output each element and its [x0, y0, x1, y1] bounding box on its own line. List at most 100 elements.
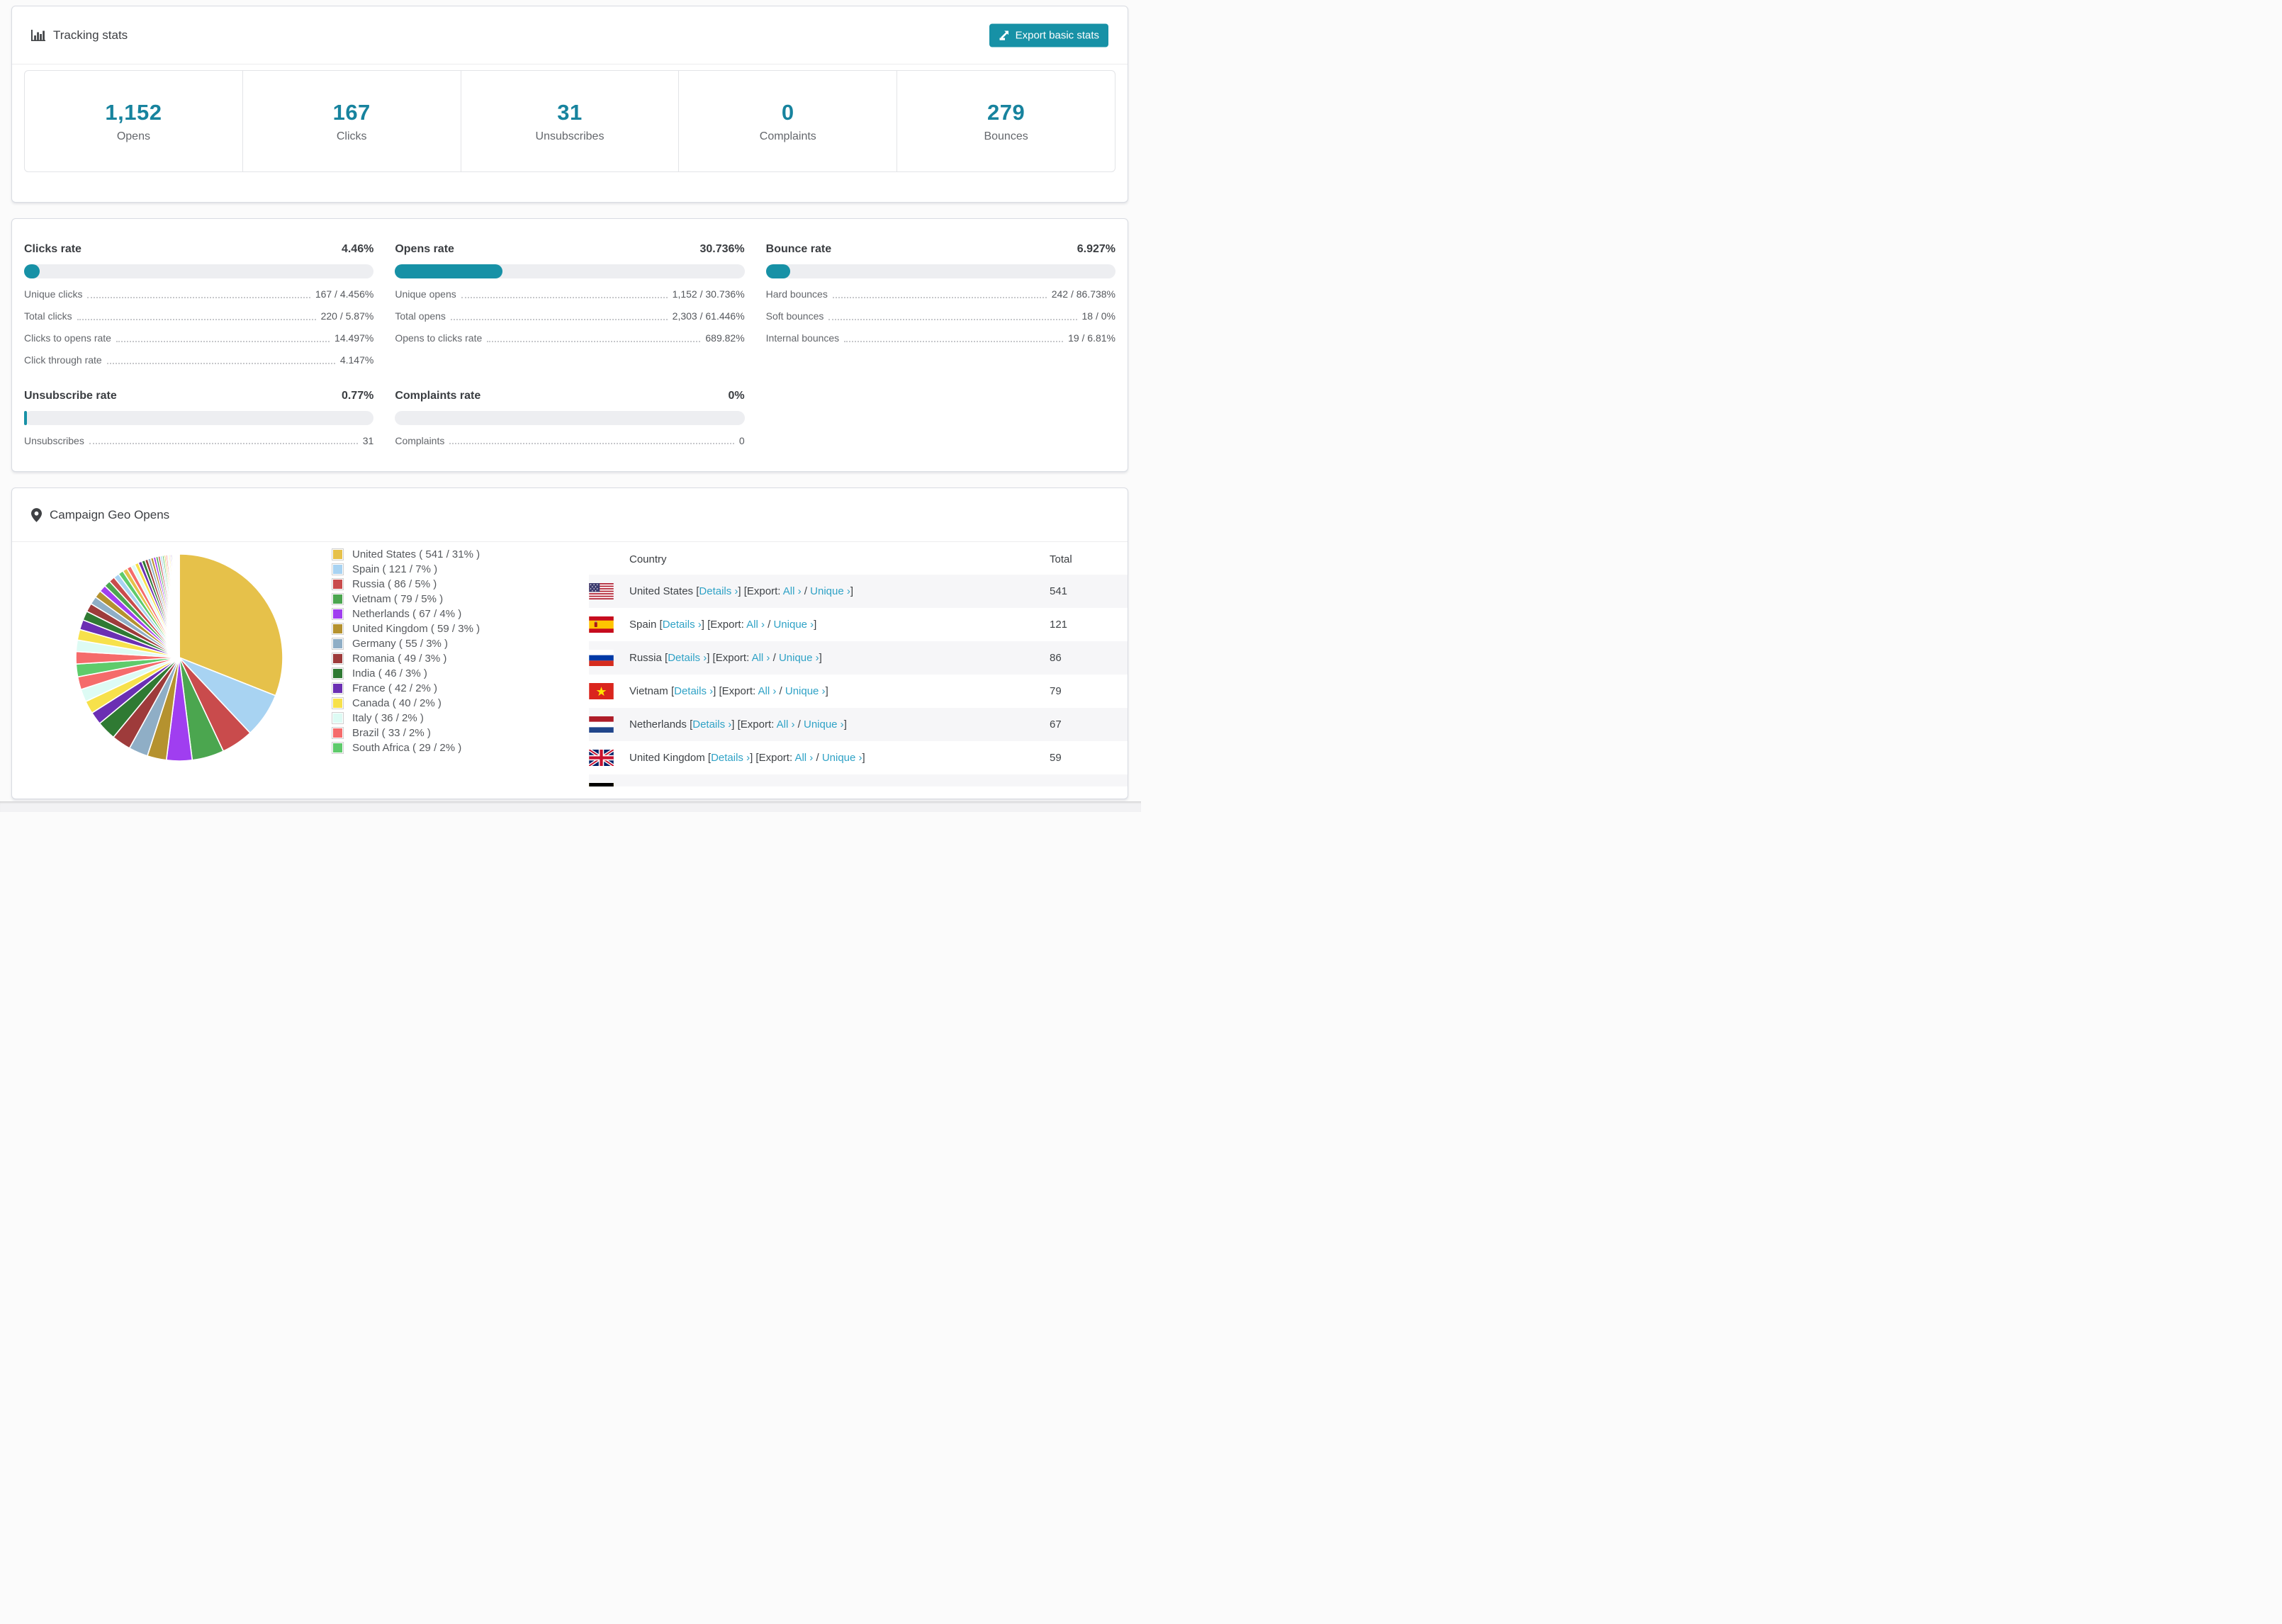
dotted-leader [844, 340, 1064, 342]
legend-swatch [332, 727, 344, 739]
legend-label: United Kingdom ( 59 / 3% ) [352, 623, 480, 635]
export-unique-link[interactable]: Unique › [810, 585, 850, 597]
export-unique-link[interactable]: Unique › [773, 619, 814, 631]
rate-row-value: 14.497% [335, 332, 374, 344]
stat-value: 0 [781, 99, 794, 125]
export-all-link[interactable]: All › [751, 652, 770, 664]
rate-row-label: Click through rate [24, 354, 102, 366]
dotted-leader [106, 362, 335, 364]
bracket: ] [ [701, 619, 711, 631]
stat-label: Bounces [984, 130, 1028, 142]
legend-swatch [332, 578, 344, 590]
rate-row-value: 1,152 / 30.736% [672, 288, 745, 300]
progress-track [765, 264, 1115, 278]
rate-section-bounce-rate: Bounce rate 6.927% Hard bounces 242 / 86.73… [765, 220, 1115, 367]
legend-item-germany: Germany ( 55 / 3% ) [332, 638, 480, 650]
details-link[interactable]: Details › [711, 752, 751, 764]
rate-row: Unique clicks 167 / 4.456% [24, 288, 373, 301]
total-cell: 55 [1050, 785, 1062, 786]
export-all-link[interactable]: All › [782, 585, 802, 597]
rates-card: Clicks rate 4.46% Unique clicks 167 / 4.456… [11, 218, 1128, 472]
legend-label: South Africa ( 29 / 2% ) [352, 742, 462, 754]
details-link[interactable]: Details › [674, 685, 714, 697]
legend-label: Canada ( 40 / 2% ) [352, 697, 442, 709]
bracket: [ [665, 652, 668, 664]
progress-fill [395, 264, 502, 278]
legend-item-south-africa: South Africa ( 29 / 2% ) [332, 742, 480, 754]
legend-item-brazil: Brazil ( 33 / 2% ) [332, 727, 480, 739]
bracket: ] [862, 752, 865, 764]
total-cell: 541 [1050, 585, 1068, 597]
country-cell: Netherlands [Details ›] [Export: All › /… [629, 718, 847, 731]
export-all-link[interactable]: All › [794, 752, 814, 764]
geo-body: United States ( 541 / 31% ) Spain ( 121 /… [12, 542, 1128, 799]
details-link[interactable]: Details › [699, 585, 738, 597]
dotted-leader [87, 296, 310, 298]
flag-de-icon [589, 783, 614, 786]
legend-swatch [332, 548, 344, 560]
bracket: ] [814, 619, 817, 631]
bracket: [ [676, 785, 679, 786]
rate-rows: Unique opens 1,152 / 30.736% Total opens 2,… [395, 288, 744, 345]
dotted-leader [487, 340, 701, 342]
rate-row: Unique opens 1,152 / 30.736% [395, 288, 744, 301]
total-cell: 79 [1050, 685, 1062, 697]
stat-label: Clicks [336, 130, 367, 142]
rate-row: Click through rate 4.147% [24, 354, 373, 367]
total-cell: 121 [1050, 619, 1068, 631]
rate-row-value: 0 [738, 434, 745, 446]
country-name: Germany [629, 785, 676, 786]
bracket: ] [850, 585, 854, 597]
rate-value: 0% [728, 389, 745, 402]
slash: / [801, 585, 811, 597]
bracket: ] [ [718, 785, 727, 786]
country-cell: United States [Details ›] [Export: All ›… [629, 585, 853, 597]
details-link[interactable]: Details › [662, 619, 702, 631]
rates-grid: Clicks rate 4.46% Unique clicks 167 / 4.456… [12, 219, 1128, 447]
export-unique-link[interactable]: Unique › [785, 685, 826, 697]
export-unique-link[interactable]: Unique › [821, 752, 862, 764]
bracket: [ [670, 685, 675, 697]
export-unique-link[interactable]: Unique › [803, 718, 844, 731]
export-all-link[interactable]: All › [758, 685, 777, 697]
tracking-stats-header: Tracking stats Export basic stats [12, 6, 1128, 64]
legend-label: Russia ( 86 / 5% ) [352, 578, 437, 590]
stat-cell-complaints: 0 Complaints [678, 71, 896, 171]
rate-section-head: Opens rate 30.736% [395, 243, 744, 256]
legend-item-united-states: United States ( 541 / 31% ) [332, 548, 480, 560]
export-label: Export: [746, 585, 783, 597]
bracket: ] [ [707, 652, 716, 664]
legend-swatch [332, 593, 344, 605]
rate-value: 4.46% [341, 243, 374, 255]
total-cell: 67 [1050, 718, 1062, 731]
country-name: United Kingdom [629, 752, 708, 764]
export-all-link[interactable]: All › [763, 785, 781, 786]
rate-row: Hard bounces 242 / 86.738% [766, 288, 1115, 301]
legend-swatch [332, 638, 344, 650]
flag-gb-icon [589, 750, 614, 766]
legend-item-united-kingdom: United Kingdom ( 59 / 3% ) [332, 623, 480, 635]
rate-row-label: Hard bounces [765, 288, 828, 300]
rate-value: 0.77% [341, 389, 374, 402]
export-all-link[interactable]: All › [776, 718, 795, 731]
stat-cell-unsubscribes: 31 Unsubscribes [460, 71, 679, 171]
export-basic-stats-button[interactable]: Export basic stats [989, 23, 1108, 47]
rate-row: Soft bounces 18 / 0% [766, 310, 1115, 323]
geo-header: Campaign Geo Opens [12, 488, 1128, 542]
details-link[interactable]: Details › [679, 785, 718, 786]
legend-label: Romania ( 49 / 3% ) [352, 653, 447, 665]
pie-slice-united-states[interactable] [179, 553, 283, 697]
export-unique-link[interactable]: Unique › [790, 785, 831, 786]
details-link[interactable]: Details › [668, 652, 707, 664]
rate-row-label: Total clicks [24, 310, 72, 322]
details-link[interactable]: Details › [692, 718, 732, 731]
rate-row: Internal bounces 19 / 6.81% [766, 332, 1115, 345]
export-unique-link[interactable]: Unique › [778, 652, 819, 664]
rate-row-value: 4.147% [339, 354, 374, 366]
rate-section-head: Clicks rate 4.46% [24, 243, 373, 256]
export-all-link[interactable]: All › [746, 619, 765, 631]
geo-table-body: United States [Details ›] [Export: All ›… [589, 575, 1128, 786]
rate-title: Bounce rate [765, 243, 832, 255]
export-label: Export: [740, 718, 777, 731]
dotted-leader [77, 318, 316, 320]
